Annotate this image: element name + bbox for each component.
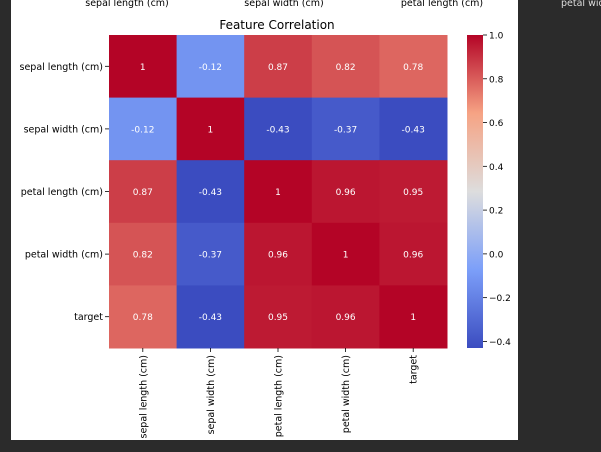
heatmap-cell [244, 222, 313, 286]
row-label: petal width (cm) [25, 250, 103, 261]
cell-value-label: 0.96 [403, 251, 423, 261]
cell-value-label: 0.87 [133, 188, 153, 198]
row-label: target [74, 312, 103, 323]
heatmap-cell [311, 97, 380, 161]
heatmap-cell [176, 35, 245, 99]
row-label: sepal length (cm) [20, 62, 104, 73]
window-edge-left [0, 0, 11, 448]
heatmap-cell [379, 160, 448, 224]
heatmap-cell [109, 35, 178, 99]
heatmap-cell [176, 222, 245, 286]
cell-value-label: -0.43 [402, 125, 425, 135]
cell-value-label: 0.82 [133, 251, 153, 261]
clipped-label-2: sepal width (cm) [244, 0, 323, 8]
colorbar-tick-label: 0.6 [489, 119, 504, 129]
heatmap-cell [379, 222, 448, 286]
row-label: sepal width (cm) [24, 124, 103, 135]
heatmap-cell [109, 222, 178, 286]
colorbar: 1.0 0.8 0.6 0.4 0.2 0.0 −0.2 −0.4 [467, 32, 511, 348]
heatmap-cell [311, 222, 380, 286]
heatmap-cell [244, 97, 313, 161]
clipped-label-1: sepal length (cm) [85, 0, 169, 8]
colorbar-gradient [467, 35, 483, 348]
clipped-top-labels: sepal length (cm) sepal width (cm) petal… [85, 0, 601, 8]
cell-value-label: 0.96 [336, 313, 356, 323]
heatmap-cell [379, 97, 448, 161]
heatmap-cell [176, 160, 245, 224]
colorbar-tick-label: 1.0 [489, 32, 504, 42]
cell-value-label: -0.43 [199, 188, 222, 198]
clipped-label-3: petal length (cm) [401, 0, 483, 8]
colorbar-tick-label: 0.8 [489, 75, 504, 85]
heatmap-cell [311, 285, 380, 349]
window-edge-bottom [0, 440, 518, 448]
column-label: petal width (cm) [341, 355, 352, 433]
column-label: target [409, 355, 420, 384]
column-label: petal length (cm) [274, 355, 285, 437]
heatmap-cell [109, 160, 178, 224]
cell-value-label: 0.82 [336, 63, 356, 73]
row-labels: sepal length (cm) sepal width (cm) petal l… [20, 62, 109, 323]
cell-value-label: -0.43 [199, 313, 222, 323]
heatmap-cell [176, 285, 245, 349]
cell-value-label: 0.78 [133, 313, 153, 323]
cell-value-label: 1 [275, 188, 281, 198]
heatmap-cell [244, 285, 313, 349]
cell-value-label: 1 [140, 63, 146, 73]
heatmap-cell [379, 35, 448, 99]
cell-value-label: 1 [410, 313, 416, 323]
cell-value-label: 0.96 [336, 188, 356, 198]
column-label: sepal length (cm) [138, 355, 149, 439]
heatmap-cell [311, 160, 380, 224]
heatmap-cell [109, 97, 178, 161]
column-label: sepal width (cm) [206, 355, 217, 434]
cell-value-label: -0.37 [334, 125, 357, 135]
heatmap-cells: 1 -0.12 0.87 0.82 0.78 -0.12 1 -0.43 -0.37 -0.43 0… [109, 35, 448, 349]
cell-value-label: 1 [343, 251, 349, 261]
cell-value-label: -0.12 [131, 125, 154, 135]
colorbar-tick-label: −0.4 [489, 338, 511, 348]
cell-value-label: -0.37 [199, 251, 222, 261]
colorbar-tick-label: 0.2 [489, 207, 503, 217]
cell-value-label: 0.87 [268, 63, 288, 73]
clipped-label-4: petal wid [561, 0, 601, 8]
cell-value-label: -0.43 [266, 125, 289, 135]
correlation-heatmap: Feature Correlation 1 -0.12 0.87 0.82 0.78 -0… [20, 18, 512, 439]
heatmap-cell [244, 35, 313, 99]
column-labels: sepal length (cm) sepal width (cm) petal l… [138, 348, 420, 439]
cell-value-label: 0.95 [268, 313, 288, 323]
cell-value-label: 0.95 [403, 188, 423, 198]
cell-value-label: 0.96 [268, 251, 288, 261]
heatmap-cell [311, 35, 380, 99]
heatmap-cell [379, 285, 448, 349]
heatmap-cell [176, 97, 245, 161]
colorbar-tick-label: 0.0 [489, 250, 504, 260]
chart-title: Feature Correlation [219, 18, 334, 32]
cell-value-label: -0.12 [199, 63, 222, 73]
figure-canvas: Feature Correlation 1 -0.12 0.87 0.82 0.78 -0… [0, 0, 518, 448]
heatmap-cell [109, 285, 178, 349]
colorbar-tick-label: 0.4 [489, 163, 504, 173]
heatmap-cell [244, 160, 313, 224]
row-label: petal length (cm) [21, 187, 103, 198]
colorbar-tick-label: −0.2 [489, 294, 511, 304]
cell-value-label: 0.78 [403, 63, 423, 73]
cell-value-label: 1 [208, 125, 214, 135]
